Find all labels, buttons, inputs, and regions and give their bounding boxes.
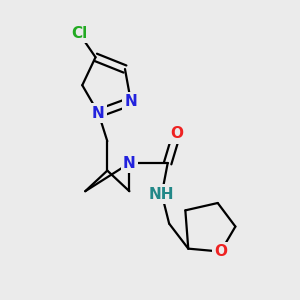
Text: N: N: [123, 156, 136, 171]
Text: N: N: [92, 106, 105, 121]
Text: O: O: [214, 244, 227, 259]
Text: O: O: [170, 126, 183, 141]
Text: NH: NH: [149, 187, 175, 202]
Text: N: N: [124, 94, 137, 109]
Text: Cl: Cl: [71, 26, 88, 41]
